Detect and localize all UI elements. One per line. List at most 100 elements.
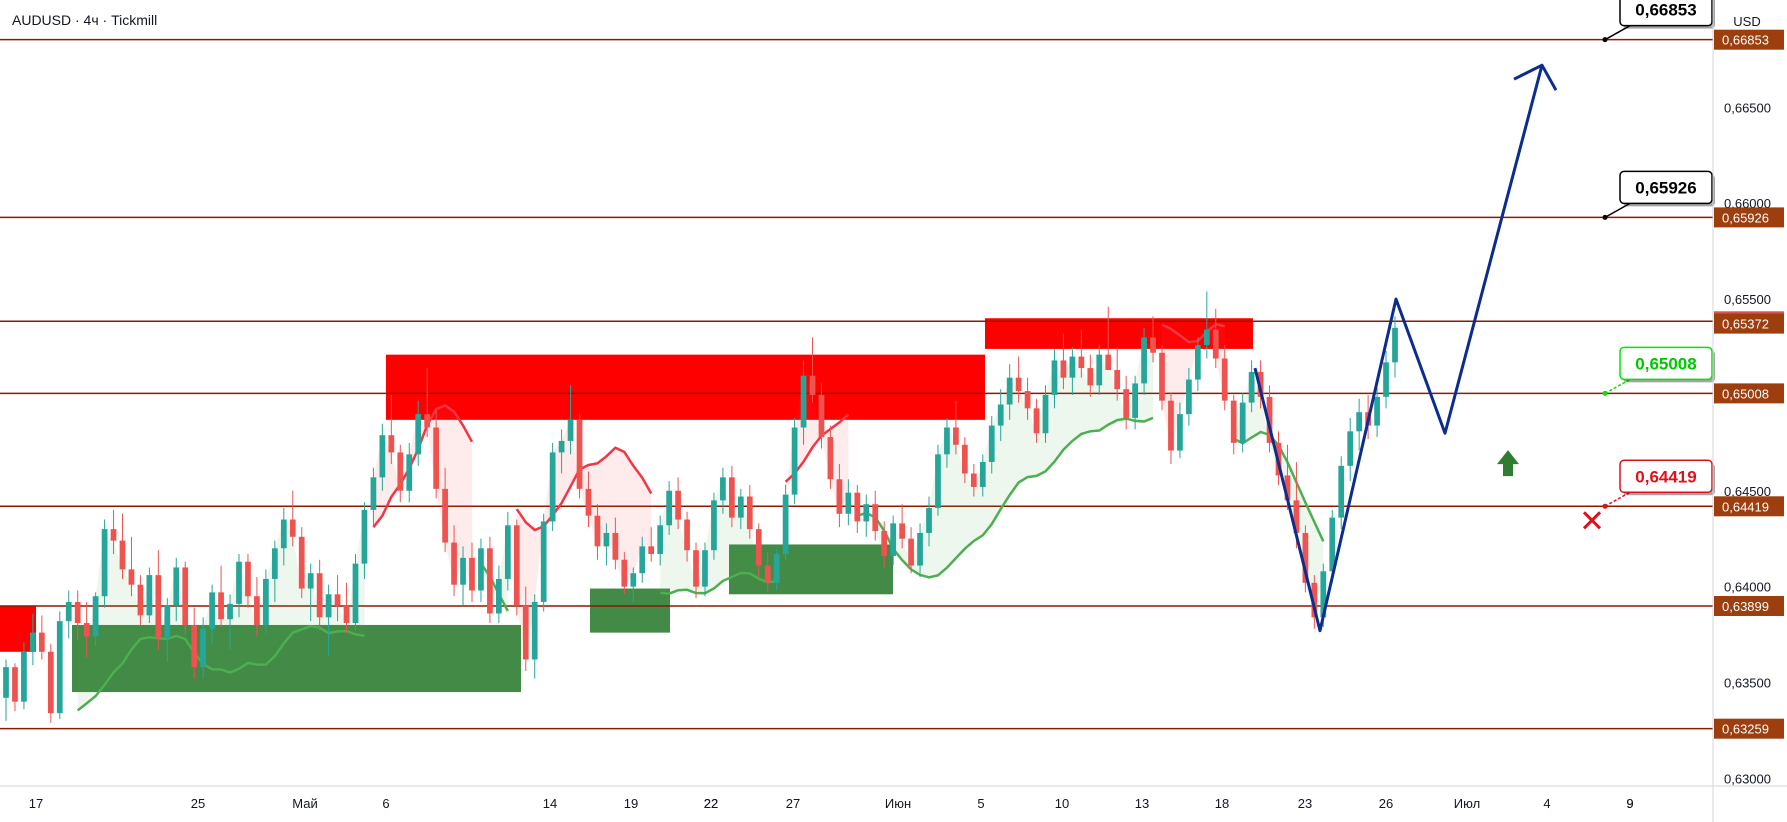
trend-line-down [515, 446, 653, 532]
y-tick-label: 0,66500 [1724, 100, 1771, 115]
candle-down [1033, 408, 1040, 434]
candle-down [827, 437, 834, 480]
candle-down [1024, 391, 1031, 409]
candle-down [809, 375, 816, 395]
trend-line-down [1161, 322, 1225, 344]
price-tag-label: 0,63899 [1722, 599, 1769, 614]
x-tick-label: 4 [1543, 796, 1550, 811]
candle-down [469, 557, 475, 591]
candle-up [164, 605, 171, 639]
candle-down [433, 427, 440, 489]
candle-up [1132, 383, 1138, 418]
callout-leader [1604, 202, 1631, 219]
candle-up [370, 477, 377, 510]
candle-down [728, 477, 735, 518]
candle-up [307, 573, 314, 589]
candle-up [1203, 329, 1210, 346]
trend-line-down [372, 403, 474, 528]
candle-down [961, 444, 968, 474]
candle-down [191, 624, 198, 668]
price-tag-label: 0,65926 [1722, 210, 1769, 225]
candle-up [1051, 360, 1058, 395]
candle-up [65, 601, 72, 622]
candle-up [209, 592, 215, 629]
candle-down [899, 523, 905, 539]
candle-down [522, 605, 529, 660]
callout-box [1619, 170, 1713, 205]
candle-down [1078, 356, 1085, 369]
candle-up [3, 667, 9, 698]
candle-up [639, 546, 646, 574]
candle-up [773, 554, 780, 583]
candle-up [56, 621, 63, 714]
candle-up [325, 594, 332, 618]
projection-arrowhead [1513, 63, 1558, 91]
x-tick-label: Июн [885, 796, 911, 811]
trend-line-up [76, 624, 365, 712]
price-tag-label: 0,63259 [1722, 722, 1769, 737]
candle-up [504, 525, 511, 579]
callout-box [1619, 0, 1713, 27]
candle-up [352, 563, 359, 624]
candle-up [1392, 327, 1398, 363]
candle-up [997, 404, 1004, 426]
x-tick-label: 18 [1215, 796, 1229, 811]
candle-down [451, 542, 457, 585]
candle-up [549, 452, 556, 522]
candle-down [289, 519, 296, 537]
x-tick-label: 6 [382, 796, 389, 811]
candle-down [298, 536, 305, 589]
callout-anchor [1602, 503, 1608, 509]
callout-label: 0,66853 [1635, 1, 1696, 20]
candle-up [227, 603, 233, 620]
candle-up [890, 523, 897, 556]
candle-down [442, 488, 448, 543]
candle-up [737, 496, 744, 518]
price-tag [1714, 718, 1784, 739]
candle-down [155, 575, 162, 639]
candle-up [1096, 354, 1103, 386]
candle-down [970, 473, 977, 487]
price-tag [1714, 313, 1784, 334]
candle-down [872, 504, 879, 532]
candle-down [12, 667, 18, 702]
candle-down [38, 632, 45, 652]
candle-down [1293, 500, 1300, 533]
candle-down [1302, 532, 1309, 583]
candle-up [200, 628, 207, 668]
candle-down [612, 532, 619, 560]
candle-down [746, 496, 753, 530]
candle-up [146, 575, 153, 616]
price-tag-label: 0,65008 [1722, 386, 1769, 401]
candle-down [675, 490, 681, 520]
candle-down [119, 540, 126, 570]
price-tag [1714, 383, 1784, 404]
candle-up [531, 601, 538, 660]
x-tick-label: 25 [191, 796, 205, 811]
trend-fill-up [77, 509, 365, 711]
candle-up [666, 490, 673, 526]
price-tag-label: 0,65372 [1722, 317, 1769, 332]
x-tick-label: Июл [1454, 796, 1480, 811]
demand-zone [72, 624, 521, 693]
candle-up [1186, 379, 1192, 415]
candle-down [182, 567, 189, 625]
price-tag [1714, 207, 1784, 228]
candle-down [74, 601, 81, 624]
currency-button[interactable]: USD [1733, 13, 1761, 29]
candle-up [979, 462, 986, 487]
candle-up [1177, 414, 1183, 451]
candle-up [711, 500, 717, 551]
candle-up [1069, 356, 1076, 378]
candle-down [343, 605, 350, 624]
candle-down [1114, 369, 1121, 390]
candle-down [334, 594, 341, 606]
cross-icon [1582, 511, 1602, 530]
candle-up [1239, 402, 1246, 443]
candle-up [791, 427, 798, 495]
x-tick-label: 19 [624, 796, 638, 811]
candle-up [1383, 362, 1389, 397]
